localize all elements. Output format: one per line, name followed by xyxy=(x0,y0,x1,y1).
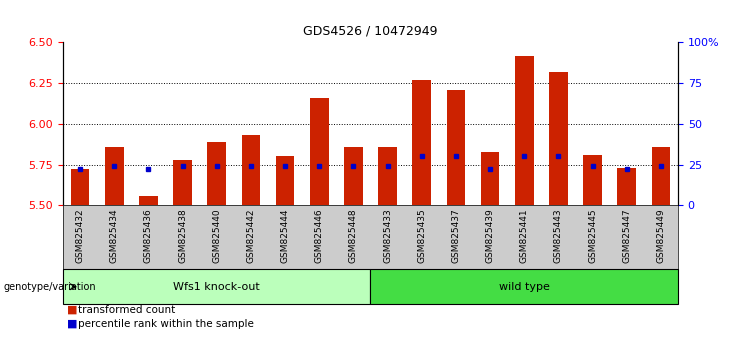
Bar xyxy=(447,90,465,205)
Bar xyxy=(344,147,363,205)
Bar xyxy=(412,80,431,205)
Text: GSM825444: GSM825444 xyxy=(281,209,290,263)
Bar xyxy=(378,147,397,205)
Text: GDS4526 / 10472949: GDS4526 / 10472949 xyxy=(303,25,438,38)
Text: GSM825441: GSM825441 xyxy=(519,209,529,263)
Text: GSM825439: GSM825439 xyxy=(485,209,494,263)
Text: GSM825440: GSM825440 xyxy=(212,209,222,263)
Text: ■: ■ xyxy=(67,305,77,315)
Bar xyxy=(70,170,90,205)
Bar xyxy=(549,72,568,205)
Bar xyxy=(242,135,260,205)
Bar xyxy=(617,168,637,205)
Text: genotype/variation: genotype/variation xyxy=(4,282,96,292)
Bar xyxy=(276,156,294,205)
Text: transformed count: transformed count xyxy=(78,305,175,315)
FancyBboxPatch shape xyxy=(63,269,370,304)
FancyBboxPatch shape xyxy=(370,269,678,304)
Text: percentile rank within the sample: percentile rank within the sample xyxy=(78,319,253,329)
Text: GSM825432: GSM825432 xyxy=(76,209,84,263)
Text: GSM825442: GSM825442 xyxy=(247,209,256,263)
Text: GSM825437: GSM825437 xyxy=(451,209,460,263)
Bar xyxy=(651,147,671,205)
Text: ■: ■ xyxy=(67,319,77,329)
Bar xyxy=(310,98,329,205)
Text: GSM825448: GSM825448 xyxy=(349,209,358,263)
Text: GSM825446: GSM825446 xyxy=(315,209,324,263)
Bar xyxy=(173,160,192,205)
Text: GSM825434: GSM825434 xyxy=(110,209,119,263)
Text: GSM825438: GSM825438 xyxy=(178,209,187,263)
Bar xyxy=(515,56,534,205)
Text: GSM825449: GSM825449 xyxy=(657,209,665,263)
Bar xyxy=(583,155,602,205)
Text: GSM825436: GSM825436 xyxy=(144,209,153,263)
Bar xyxy=(481,152,499,205)
Text: GSM825445: GSM825445 xyxy=(588,209,597,263)
Text: GSM825443: GSM825443 xyxy=(554,209,563,263)
Text: Wfs1 knock-out: Wfs1 knock-out xyxy=(173,282,260,292)
Text: GSM825447: GSM825447 xyxy=(622,209,631,263)
Text: GSM825433: GSM825433 xyxy=(383,209,392,263)
Bar xyxy=(104,147,124,205)
Bar xyxy=(207,142,226,205)
Bar xyxy=(139,195,158,205)
Text: wild type: wild type xyxy=(499,282,550,292)
Text: GSM825435: GSM825435 xyxy=(417,209,426,263)
